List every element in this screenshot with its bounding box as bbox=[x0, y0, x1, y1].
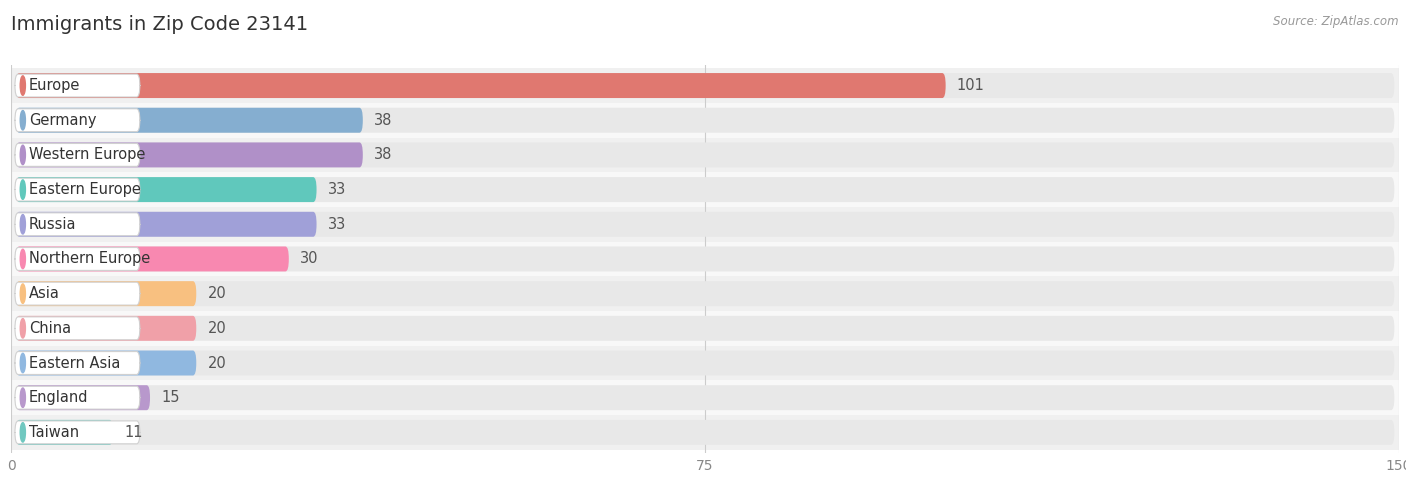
Text: Immigrants in Zip Code 23141: Immigrants in Zip Code 23141 bbox=[11, 15, 308, 34]
Text: 38: 38 bbox=[374, 147, 392, 162]
FancyBboxPatch shape bbox=[15, 385, 1395, 410]
Text: Eastern Europe: Eastern Europe bbox=[30, 182, 141, 197]
Text: 11: 11 bbox=[124, 425, 142, 440]
Bar bbox=[11, 276, 1399, 311]
FancyBboxPatch shape bbox=[15, 73, 1395, 98]
FancyBboxPatch shape bbox=[15, 386, 139, 409]
FancyBboxPatch shape bbox=[15, 142, 1395, 167]
FancyBboxPatch shape bbox=[15, 351, 1395, 375]
Text: 33: 33 bbox=[328, 182, 346, 197]
Circle shape bbox=[20, 284, 25, 303]
FancyBboxPatch shape bbox=[15, 282, 139, 305]
Text: 20: 20 bbox=[207, 356, 226, 371]
FancyBboxPatch shape bbox=[15, 316, 197, 341]
Text: Taiwan: Taiwan bbox=[30, 425, 79, 440]
Circle shape bbox=[20, 76, 25, 95]
Text: Germany: Germany bbox=[30, 113, 97, 127]
FancyBboxPatch shape bbox=[15, 316, 1395, 341]
FancyBboxPatch shape bbox=[15, 108, 1395, 133]
FancyBboxPatch shape bbox=[15, 351, 197, 375]
FancyBboxPatch shape bbox=[15, 142, 363, 167]
FancyBboxPatch shape bbox=[15, 247, 1395, 271]
Bar bbox=[11, 346, 1399, 380]
FancyBboxPatch shape bbox=[15, 420, 1395, 445]
Text: 30: 30 bbox=[299, 251, 318, 266]
Text: Northern Europe: Northern Europe bbox=[30, 251, 150, 266]
Circle shape bbox=[20, 319, 25, 338]
FancyBboxPatch shape bbox=[15, 108, 363, 133]
Circle shape bbox=[20, 215, 25, 234]
Circle shape bbox=[20, 111, 25, 130]
FancyBboxPatch shape bbox=[15, 420, 112, 445]
Bar bbox=[11, 380, 1399, 415]
Bar bbox=[11, 311, 1399, 346]
Bar bbox=[11, 242, 1399, 276]
FancyBboxPatch shape bbox=[15, 385, 150, 410]
Text: Russia: Russia bbox=[30, 217, 76, 232]
Text: 20: 20 bbox=[207, 321, 226, 336]
Text: Source: ZipAtlas.com: Source: ZipAtlas.com bbox=[1274, 15, 1399, 28]
Circle shape bbox=[20, 423, 25, 442]
FancyBboxPatch shape bbox=[15, 248, 139, 270]
FancyBboxPatch shape bbox=[15, 421, 139, 444]
FancyBboxPatch shape bbox=[15, 281, 197, 306]
Circle shape bbox=[20, 145, 25, 165]
FancyBboxPatch shape bbox=[15, 178, 139, 201]
Circle shape bbox=[20, 388, 25, 407]
FancyBboxPatch shape bbox=[15, 281, 1395, 306]
Text: China: China bbox=[30, 321, 70, 336]
Circle shape bbox=[20, 249, 25, 269]
Bar bbox=[11, 137, 1399, 172]
Text: England: England bbox=[30, 390, 89, 405]
Text: Asia: Asia bbox=[30, 286, 59, 301]
Text: Eastern Asia: Eastern Asia bbox=[30, 356, 120, 371]
Bar bbox=[11, 415, 1399, 450]
Text: Europe: Europe bbox=[30, 78, 80, 93]
FancyBboxPatch shape bbox=[15, 317, 139, 340]
Bar bbox=[11, 103, 1399, 137]
FancyBboxPatch shape bbox=[15, 143, 139, 166]
Bar bbox=[11, 68, 1399, 103]
Text: 33: 33 bbox=[328, 217, 346, 232]
Text: 15: 15 bbox=[162, 390, 180, 405]
FancyBboxPatch shape bbox=[15, 177, 1395, 202]
FancyBboxPatch shape bbox=[15, 74, 139, 97]
FancyBboxPatch shape bbox=[15, 177, 316, 202]
Circle shape bbox=[20, 353, 25, 373]
FancyBboxPatch shape bbox=[15, 247, 288, 271]
Text: 101: 101 bbox=[956, 78, 984, 93]
Text: 20: 20 bbox=[207, 286, 226, 301]
FancyBboxPatch shape bbox=[15, 352, 139, 374]
FancyBboxPatch shape bbox=[15, 212, 316, 237]
FancyBboxPatch shape bbox=[15, 109, 139, 131]
FancyBboxPatch shape bbox=[15, 212, 1395, 237]
FancyBboxPatch shape bbox=[15, 73, 946, 98]
FancyBboxPatch shape bbox=[15, 213, 139, 236]
Circle shape bbox=[20, 180, 25, 199]
Bar bbox=[11, 172, 1399, 207]
Text: 38: 38 bbox=[374, 113, 392, 127]
Text: Western Europe: Western Europe bbox=[30, 147, 145, 162]
Bar bbox=[11, 207, 1399, 242]
